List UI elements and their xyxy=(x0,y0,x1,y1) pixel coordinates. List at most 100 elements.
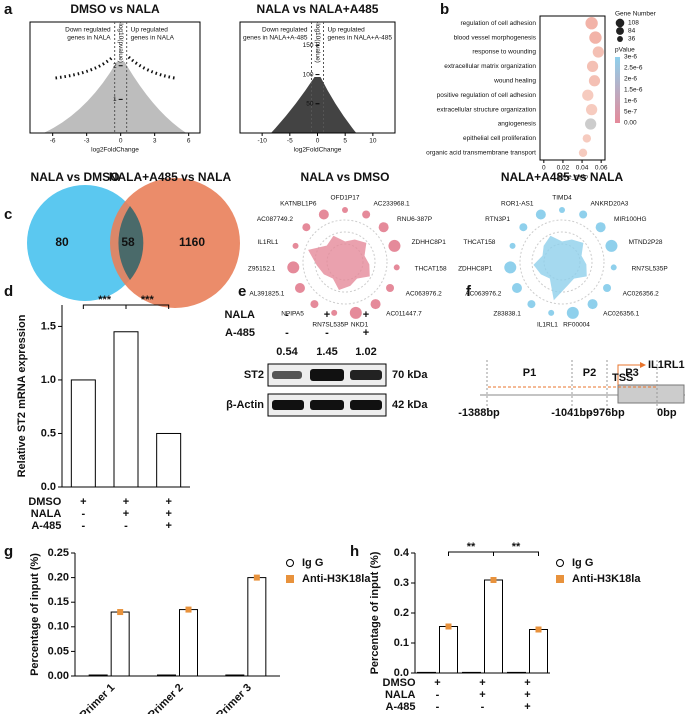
bar xyxy=(156,432,182,488)
x-tick-label: 3 xyxy=(153,138,157,145)
condition-sign: + xyxy=(123,508,129,520)
radial-dot xyxy=(393,264,400,271)
condition-sign: - xyxy=(436,701,440,713)
gene-label: MTND2P28 xyxy=(629,239,663,246)
radial-dot xyxy=(605,239,618,252)
condition-name: DMSO xyxy=(28,496,61,508)
volcano-cloud xyxy=(43,62,187,133)
sig-label: *** xyxy=(141,294,155,306)
condition-sign: - xyxy=(81,508,85,520)
y-tick-label: 0.0 xyxy=(41,481,56,493)
radial-dot xyxy=(318,209,329,220)
y-axis-label: -log10(pvalue) xyxy=(117,21,124,63)
gene-label: ANKRD20A3 xyxy=(590,200,628,207)
panel-label: d xyxy=(4,283,13,300)
term-label: extracellular matrix organization xyxy=(444,63,536,70)
band-quant: 0.54 xyxy=(276,346,298,358)
gene-label: AC087749.2 xyxy=(257,216,294,223)
y-tick-label: 100 xyxy=(303,71,314,78)
legend-swatch xyxy=(286,559,294,567)
legend-label: Anti-H3K18la xyxy=(572,573,641,585)
radial-dot xyxy=(527,300,536,309)
radial-dot xyxy=(595,222,606,233)
radial-dot xyxy=(566,306,579,319)
y-tick-label: 0.5 xyxy=(41,427,56,439)
row-sign: + xyxy=(324,309,330,321)
bar-marker xyxy=(445,623,452,630)
gene-label: RF00004 xyxy=(563,321,590,328)
panel-label: h xyxy=(350,543,359,560)
y-tick-label: 0.25 xyxy=(48,547,69,559)
gene-label: ROR1-AS1 xyxy=(501,200,534,207)
radial-dot xyxy=(386,284,395,292)
band-name: β-Actin xyxy=(226,399,264,411)
dot xyxy=(589,31,602,44)
down-label: genes in NALA xyxy=(67,35,111,42)
region-label: P1 xyxy=(523,367,536,379)
term-label: extracellular structure organization xyxy=(437,106,537,113)
bar xyxy=(179,609,198,677)
gene-box xyxy=(617,384,685,404)
radial-dot xyxy=(362,210,371,219)
row-name: NALA xyxy=(224,309,255,321)
condition-name: DMSO xyxy=(383,677,416,689)
bar xyxy=(113,331,139,488)
bar-marker xyxy=(535,626,542,633)
gene-label: ZDHHC8P1 xyxy=(458,265,493,272)
radial-dot xyxy=(388,239,401,252)
radial-title: NALA+A485 vs NALA xyxy=(501,170,624,184)
gene-label: IL1RL1 xyxy=(537,321,558,328)
row-sign: - xyxy=(325,327,329,339)
radial-dot xyxy=(294,283,305,293)
blot-band xyxy=(350,370,382,380)
tss-label: TSS xyxy=(612,372,633,384)
gene-label: AL391825.1 xyxy=(249,291,284,298)
blot-band xyxy=(272,400,304,410)
y-tick-label: 0.3 xyxy=(394,577,409,589)
y-axis-label: -log10(pvalue) xyxy=(314,21,321,63)
up-label: genes in NALA xyxy=(131,35,175,42)
position-label: 0bp xyxy=(657,407,677,419)
condition-sign: - xyxy=(436,689,440,701)
x-tick-label: 0 xyxy=(316,138,320,145)
gene-label: AC063976.2 xyxy=(406,291,443,298)
radial-dot xyxy=(302,223,311,232)
bar xyxy=(70,379,96,488)
legend-label: Anti-H3K18la xyxy=(302,573,371,585)
gene-label: IL1RL1 xyxy=(648,359,685,371)
x-tick-label: 5 xyxy=(343,138,347,145)
dot xyxy=(582,134,592,143)
dot xyxy=(582,89,594,101)
bar-marker xyxy=(117,609,124,616)
size-legend-dot xyxy=(615,18,625,28)
condition-name: NALA xyxy=(385,689,416,701)
size-legend-dot xyxy=(616,27,624,35)
bar-marker xyxy=(253,574,260,581)
position-label: -1388bp xyxy=(458,407,500,419)
radial-dot xyxy=(610,264,617,271)
gene-label: RN7SL535P xyxy=(312,321,348,328)
bar-marker xyxy=(185,606,192,613)
bar xyxy=(439,626,458,674)
band-size: 70 kDa xyxy=(392,369,428,381)
gene-label: ZDHHC8P1 xyxy=(412,239,447,246)
blot-band xyxy=(310,369,344,381)
x-tick-label: -6 xyxy=(50,138,56,145)
volcano-cloud xyxy=(271,77,357,133)
condition-name: A-485 xyxy=(386,701,416,713)
band-quant: 1.45 xyxy=(316,346,337,358)
x-tick-label: 0.02 xyxy=(557,165,570,172)
term-label: epithelial cell proliferation xyxy=(463,135,536,142)
radial-dot xyxy=(548,309,555,316)
radial-ring xyxy=(314,231,376,293)
radial-dot xyxy=(331,309,338,316)
blot-band xyxy=(272,371,302,379)
radial-dot xyxy=(349,306,362,319)
bar xyxy=(417,671,436,674)
sig-label: ** xyxy=(512,541,521,553)
volcano-cloud-edge xyxy=(55,55,175,80)
bar xyxy=(110,611,130,677)
radial-dot xyxy=(378,222,389,233)
venn-left-title: NALA vs DMSO xyxy=(31,170,120,184)
term-label: organic acid transmembrane transport xyxy=(426,150,536,157)
